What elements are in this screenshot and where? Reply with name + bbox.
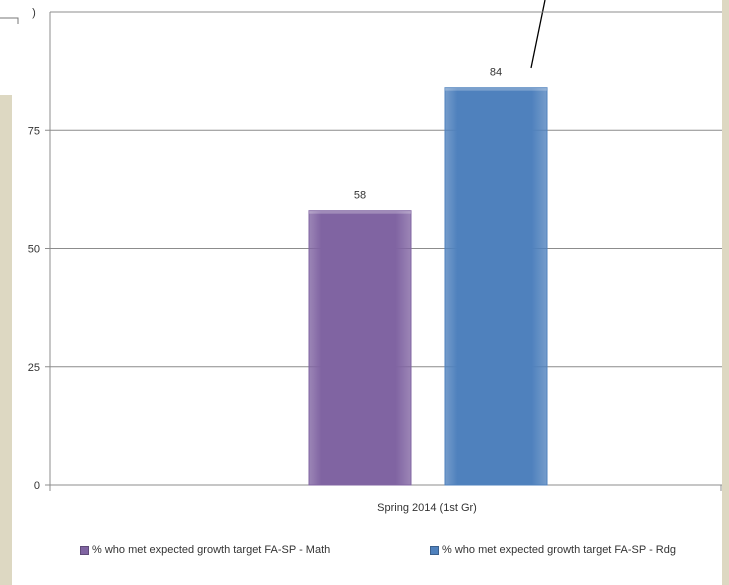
annotation-line — [530, 0, 546, 69]
bar — [444, 87, 548, 486]
y-tick-label: 50 — [28, 244, 40, 256]
x-category-label: Spring 2014 (1st Gr) — [377, 502, 477, 514]
legend-label-math: % who met expected growth target FA-SP -… — [92, 544, 331, 556]
top-left-bracket — [0, 17, 19, 24]
bar-highlight — [309, 210, 411, 214]
legend-swatch-rdg — [430, 545, 439, 555]
data-label: 84 — [490, 67, 502, 79]
y-tick-label: 25 — [28, 362, 40, 374]
left-border-strip — [0, 95, 12, 585]
legend-item-math: % who met expected growth target FA-SP -… — [80, 544, 330, 556]
data-label: 58 — [354, 190, 366, 202]
bar-highlight — [445, 87, 547, 91]
bar — [308, 210, 412, 486]
y-tick-label: 0 — [34, 480, 40, 492]
y-tick-label: 75 — [28, 125, 40, 137]
legend-swatch-math — [80, 545, 89, 555]
partial-top-tick-label: ) — [32, 7, 36, 19]
right-border-strip — [722, 0, 729, 585]
legend-label-rdg: % who met expected growth target FA-SP -… — [442, 544, 676, 556]
legend-item-rdg: % who met expected growth target FA-SP -… — [430, 544, 676, 556]
legend: % who met expected growth target FA-SP -… — [0, 538, 729, 562]
